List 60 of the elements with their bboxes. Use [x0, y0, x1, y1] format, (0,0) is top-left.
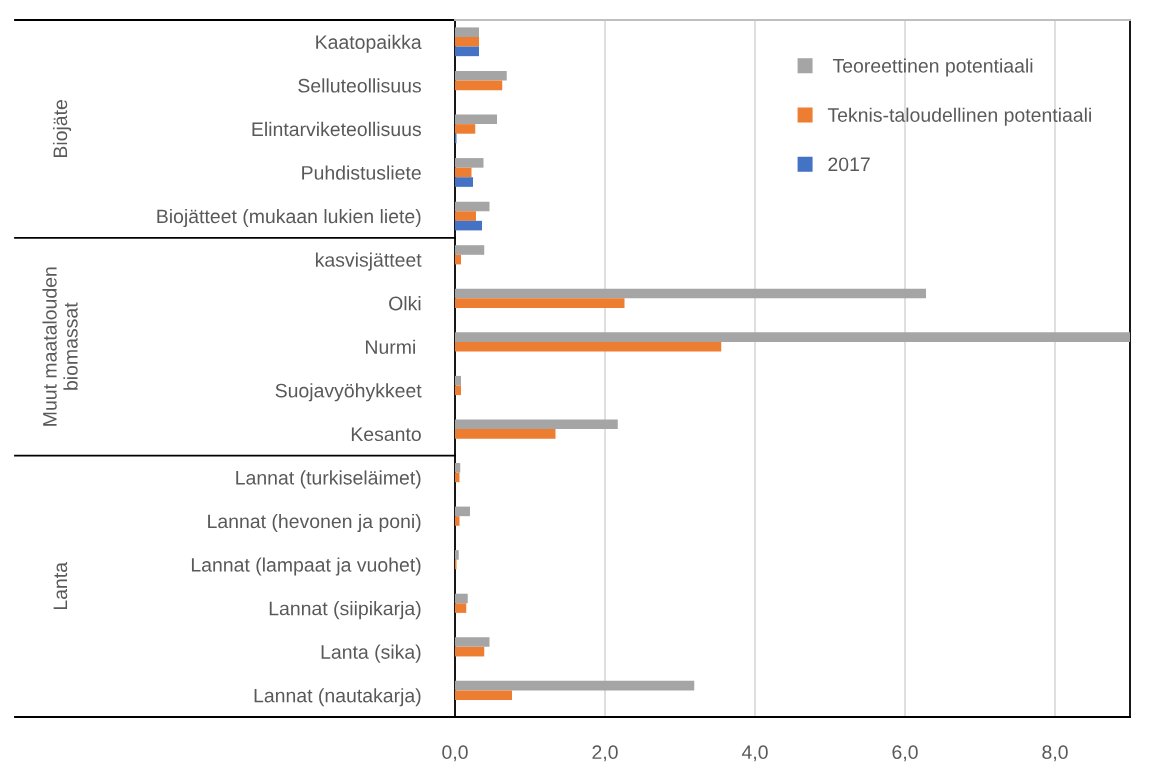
bar	[455, 80, 503, 91]
y-tick-label: Olki	[389, 296, 421, 311]
legend-label: Teknis-taloudellinen potentiaali	[827, 107, 1091, 126]
bar	[455, 245, 485, 255]
y-tick-label: Kaatopaikka	[316, 34, 422, 53]
x-tick-label: 8,0	[1042, 745, 1068, 762]
y-tick-label: Suojavyöhykkeet	[275, 383, 422, 402]
y-tick-label: Lannat (hevonen ja poni)	[208, 513, 421, 533]
bar	[455, 690, 512, 701]
text: Muut maatalouden biomassat	[42, 267, 78, 426]
bar	[455, 332, 1130, 342]
bar	[455, 593, 468, 604]
legend-label: Teoreettinen potentiaali	[832, 58, 1033, 77]
y-tick-label: Lannat (turkiseläimet)	[236, 470, 421, 489]
y-tick-label: Biojätteet (mukaan lukien liete)	[157, 208, 421, 228]
bar	[455, 254, 461, 265]
bar	[455, 46, 479, 57]
y-tick-label: Lannat (lampaat ja vuohet)	[191, 557, 421, 576]
bar	[455, 201, 490, 212]
text: Biojäte	[52, 100, 72, 158]
legend-label: 2017	[828, 157, 870, 172]
bar	[455, 177, 473, 187]
bar	[455, 506, 470, 517]
y-tick-label: Lannat (nautakarja)	[254, 688, 421, 707]
bar	[455, 36, 479, 47]
y-tick-label: Selluteollisuus	[298, 78, 421, 93]
bar	[455, 220, 482, 231]
bar	[455, 27, 479, 37]
y-tick-label: Kesanto	[351, 427, 421, 442]
x-tick-label: 6,0	[892, 745, 918, 762]
bar	[455, 463, 461, 473]
bar	[455, 385, 461, 396]
bar	[455, 288, 926, 299]
bar	[455, 124, 476, 134]
y-tick-label: kasvisjätteet	[315, 252, 422, 271]
x-tick-label: 0,0	[442, 745, 468, 762]
bar	[455, 375, 461, 386]
bar	[455, 298, 625, 308]
bar	[455, 114, 497, 125]
bar	[455, 550, 459, 560]
bar	[455, 419, 618, 430]
y-tick-label: Puhdistusliete	[302, 165, 421, 180]
text: Lanta	[53, 561, 68, 610]
bar	[455, 646, 485, 657]
bar	[455, 167, 472, 178]
x-tick-label: 4,0	[741, 745, 768, 762]
bar	[455, 429, 556, 439]
y-tick-label: Elintarviketeollisuus	[252, 121, 421, 137]
y-tick-label: Lanta (sika)	[321, 644, 421, 663]
bar	[455, 680, 695, 691]
bar	[455, 341, 722, 352]
bar	[455, 70, 507, 81]
x-tick-label: 2,0	[592, 745, 618, 762]
bar	[455, 516, 460, 526]
bar	[455, 158, 484, 168]
y-tick-label: Nurmi	[366, 339, 415, 354]
bar	[455, 637, 490, 647]
y-tick-label: Lannat (siipikarja)	[269, 601, 421, 620]
bar	[455, 603, 467, 613]
bar	[455, 211, 476, 221]
